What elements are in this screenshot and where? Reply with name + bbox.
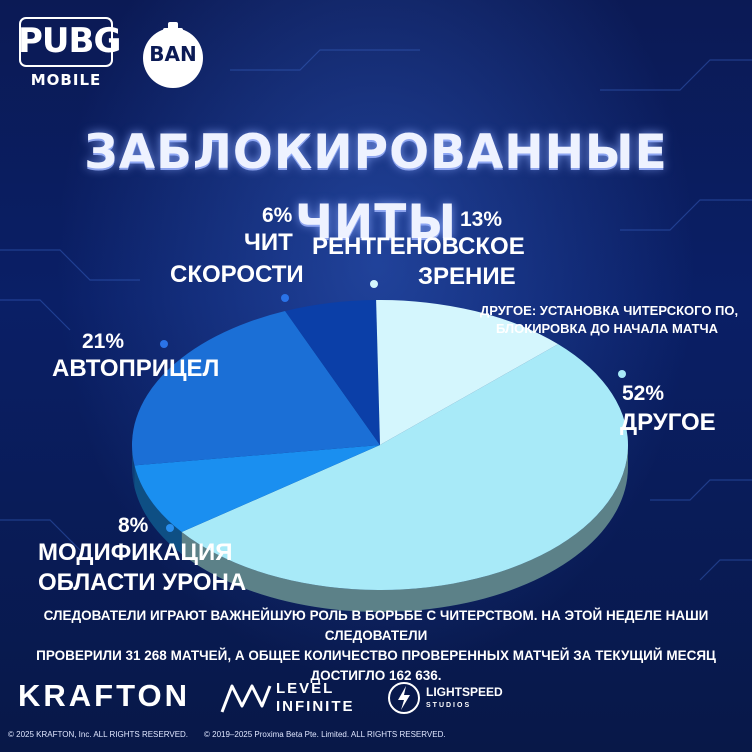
copyright-krafton: © 2025 KRAFTON, Inc. ALL RIGHTS RESERVED… (8, 730, 189, 739)
copyright-proxima: © 2019–2025 Proxima Beta Pte. Limited. A… (204, 730, 446, 739)
footer-description: СЛЕДОВАТЕЛИ ИГРАЮТ ВАЖНЕЙШУЮ РОЛЬ В БОРЬ… (10, 606, 742, 686)
label-xray-pct: 13% (460, 208, 503, 231)
pubg-logo-text: PUBG (18, 21, 121, 61)
label-other-pct: 52% (622, 382, 665, 405)
dot-aimbot (160, 340, 168, 348)
dot-damage (166, 524, 174, 532)
footer-line1: СЛЕДОВАТЕЛИ ИГРАЮТ ВАЖНЕЙШУЮ РОЛЬ В БОРЬ… (43, 608, 709, 643)
label-speed-line1: ЧИТ (244, 229, 293, 256)
level-infinite-line2: INFINITE (276, 698, 355, 715)
page-title: ЗАБЛОКИРОВАННЫЕ ЧИТЫ (84, 125, 668, 250)
pie-slice-0 (181, 344, 629, 591)
lightspeed-line1: LIGHTSPEED (426, 685, 503, 699)
lightspeed-logo: LIGHTSPEED STUDIOS (426, 686, 546, 716)
pie-slice-2 (132, 311, 380, 466)
label-xray-line2: ЗРЕНИЕ (418, 263, 516, 290)
pie-slice-1 (134, 445, 380, 533)
lightspeed-icon (388, 682, 420, 714)
annotation-line2: БЛОКИРОВКА ДО НАЧАЛА МАТЧА (496, 321, 719, 336)
pubg-logo-subtext: MOBILE (30, 71, 102, 89)
dot-other (618, 370, 626, 378)
krafton-logo: KRAFTON (18, 678, 190, 713)
label-xray-line1: РЕНТГЕНОВСКОЕ (312, 233, 525, 260)
label-aimbot-pct: 21% (82, 330, 125, 353)
pie-wall-0 (181, 445, 628, 612)
ban-badge-icon (143, 22, 203, 88)
level-infinite-icon (220, 684, 272, 713)
annotation-line1: ДРУГОЕ: УСТАНОВКА ЧИТЕРСКОГО ПО, (480, 303, 739, 318)
dot-speed (281, 294, 289, 302)
level-infinite-line1: LEVEL (276, 680, 335, 697)
label-damage-pct: 8% (118, 514, 149, 537)
ban-badge-label: BAN (149, 42, 197, 66)
label-aimbot-line1: АВТОПРИЦЕЛ (52, 355, 220, 382)
label-speed-line2: СКОРОСТИ (170, 261, 304, 288)
dot-xray (370, 280, 378, 288)
pie-wall-2 (132, 445, 135, 488)
lightspeed-line2: STUDIOS (426, 702, 472, 709)
pubg-logo-frame (19, 17, 113, 67)
label-speed-pct: 6% (262, 204, 293, 227)
pie-slice-4 (376, 300, 559, 445)
label-damage-line1: МОДИФИКАЦИЯ (38, 539, 233, 566)
pie-slice-3 (285, 300, 380, 445)
footer-line2: ПРОВЕРИЛИ 31 268 МАТЧЕЙ, А ОБЩЕЕ КОЛИЧЕС… (36, 648, 716, 683)
pubg-mobile-logo: PUBG MOBILE (18, 16, 121, 92)
level-infinite-logo: LEVEL INFINITE (276, 680, 360, 720)
label-damage-line2: ОБЛАСТИ УРОНА (38, 569, 247, 596)
label-other-line1: ДРУГОЕ (620, 409, 716, 436)
